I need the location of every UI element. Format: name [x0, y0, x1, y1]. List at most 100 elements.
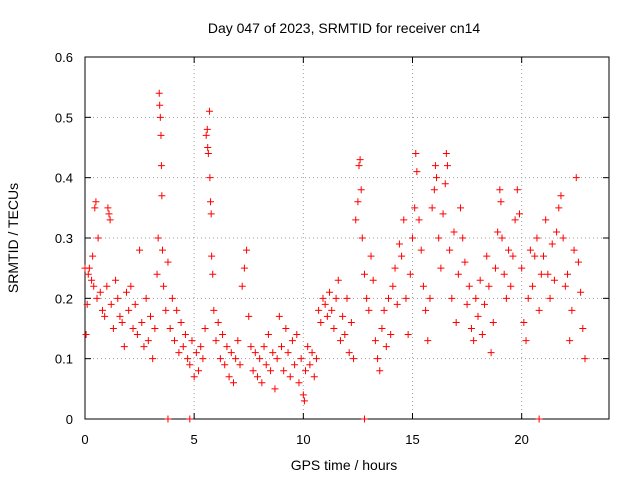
data-point: [559, 234, 567, 242]
data-point: [299, 391, 307, 399]
data-point: [537, 270, 545, 278]
data-point: [326, 288, 334, 296]
data-point: [356, 156, 364, 164]
data-point: [93, 294, 101, 302]
data-point: [435, 234, 443, 242]
data-point: [227, 349, 235, 357]
data-point: [509, 252, 517, 260]
data-point: [125, 306, 133, 314]
data-point: [295, 379, 303, 387]
data-point: [216, 355, 224, 363]
data-point: [347, 318, 355, 326]
x-tick-label: 0: [81, 432, 88, 447]
data-point: [487, 349, 495, 357]
data-point: [522, 337, 530, 345]
data-point: [151, 325, 159, 332]
data-point: [156, 101, 164, 109]
data-point: [343, 294, 351, 302]
data-point: [197, 343, 205, 351]
data-point: [136, 246, 144, 254]
data-point: [116, 312, 124, 320]
data-point: [350, 355, 358, 363]
data-point: [498, 234, 506, 242]
data-point: [118, 318, 126, 326]
data-point: [476, 276, 484, 284]
y-tick-label: 0.2: [55, 291, 73, 306]
data-point: [133, 331, 141, 339]
data-point: [450, 228, 458, 236]
data-point: [243, 246, 251, 254]
data-point: [465, 282, 473, 290]
data-point: [229, 379, 237, 387]
data-point: [206, 174, 214, 182]
data-point: [365, 306, 373, 314]
data-point: [84, 270, 92, 278]
data-point: [114, 294, 122, 302]
data-point: [225, 373, 233, 381]
data-point: [207, 210, 215, 218]
data-point: [568, 306, 576, 314]
data-point: [188, 337, 196, 345]
data-point: [258, 379, 266, 387]
data-point: [195, 367, 203, 375]
data-point: [339, 312, 347, 320]
data-point: [207, 198, 215, 206]
data-point: [577, 288, 585, 296]
data-point: [131, 300, 139, 308]
data-point: [443, 162, 451, 170]
data-point: [500, 270, 508, 278]
data-point: [481, 300, 489, 308]
data-point: [332, 294, 340, 302]
data-point: [157, 131, 165, 139]
data-point: [157, 162, 165, 170]
data-point: [140, 343, 148, 351]
data-point: [199, 355, 207, 363]
data-point: [190, 373, 198, 381]
data-point: [446, 246, 454, 254]
data-point: [570, 246, 578, 254]
data-point: [491, 264, 499, 272]
data-point: [430, 186, 438, 194]
data-point: [256, 355, 264, 363]
data-point: [345, 349, 353, 357]
data-point: [162, 306, 170, 314]
data-point: [156, 113, 164, 121]
data-point: [454, 270, 462, 278]
data-point: [371, 337, 379, 345]
data-point: [306, 361, 314, 369]
data-point: [181, 331, 189, 339]
data-point: [288, 337, 296, 345]
data-point: [360, 270, 368, 278]
data-point: [393, 300, 401, 308]
y-axis-ticks: 0 0.1 0.2 0.3 0.4 0.5 0.6: [55, 50, 609, 427]
data-point: [144, 337, 152, 345]
data-point: [179, 343, 187, 351]
data-point: [555, 204, 563, 212]
data-point: [395, 240, 403, 248]
data-point: [171, 337, 179, 345]
data-point: [98, 306, 106, 314]
data-point: [209, 270, 217, 278]
data-point: [391, 264, 399, 272]
data-point: [352, 216, 360, 224]
data-point: [267, 367, 275, 375]
data-point: [413, 168, 421, 176]
data-point: [127, 282, 135, 290]
data-point: [409, 234, 416, 242]
data-point: [470, 337, 478, 345]
data-point: [164, 415, 172, 423]
data-point: [566, 337, 574, 345]
data-point: [278, 343, 285, 351]
data-point: [461, 258, 469, 266]
data-point: [89, 252, 97, 260]
data-point: [204, 144, 212, 151]
data-point: [417, 246, 425, 254]
data-point: [515, 210, 523, 218]
data-point: [253, 373, 261, 381]
data-point: [147, 312, 154, 320]
data-point: [387, 331, 395, 339]
data-point: [433, 174, 441, 182]
data-point: [82, 331, 90, 339]
data-point: [85, 264, 93, 272]
data-point: [264, 331, 272, 339]
